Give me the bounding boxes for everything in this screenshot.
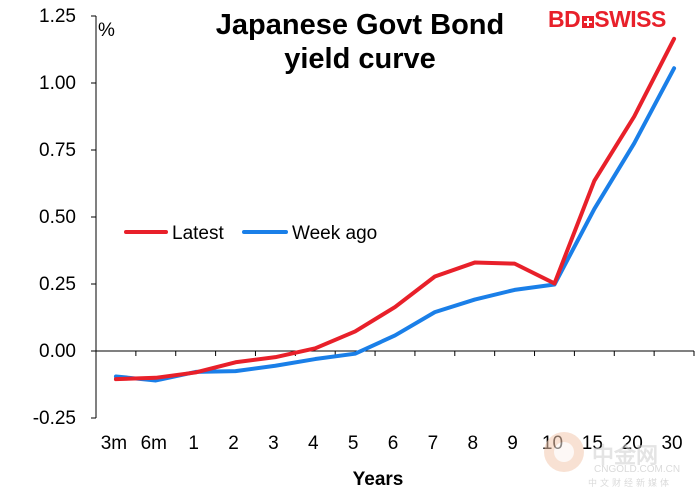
y-tick-label: -0.25 [33,408,76,429]
y-tick-label: 0.25 [39,274,76,295]
series-line-week-ago [113,66,677,383]
y-axis-unit-label: % [98,20,115,41]
logo-swiss-text: SWISS [594,6,666,32]
x-tick-label: 9 [507,433,518,454]
watermark-domain: CNGOLD.COM.CN [594,464,681,475]
y-tick-label: 0.00 [39,341,76,362]
x-tick-label: 20 [622,433,643,454]
chart-title-line1: Japanese Govt Bond [215,9,505,41]
x-tick-label: 8 [467,433,478,454]
x-tick-label: 7 [428,433,439,454]
x-tick-label: 3 [268,433,279,454]
x-tick-label: 15 [582,433,603,454]
x-tick-label: 6m [141,433,167,454]
x-tick-label: 3m [101,433,127,454]
watermark-text: 中金网 [592,444,659,469]
logo-bd-text: BD [548,6,581,32]
watermark-logo-icon [544,432,584,472]
x-tick-label: 5 [348,433,359,454]
swiss-cross-icon [582,16,595,28]
chart-title-line2: yield curve [284,43,436,75]
x-tick-label: 2 [228,433,239,454]
x-tick-label: 6 [388,433,399,454]
x-tick-label: 1 [188,433,199,454]
y-tick-label: 1.25 [39,6,76,27]
x-tick-label: 30 [661,433,682,454]
y-tick-label: 1.00 [39,73,76,94]
bdswiss-logo: BD SWISS [548,6,666,33]
series-line-latest [113,36,677,382]
x-tick-label: 4 [308,433,319,454]
watermark: 中金网 CNGOLD.COM.CN 中文财经新媒体 [542,430,692,490]
legend-week-ago-label: Week ago [292,223,377,244]
y-tick-label: 0.75 [39,140,76,161]
legend-latest-label: Latest [172,223,224,244]
y-tick-label: 0.50 [39,207,76,228]
x-axis-title: Years [353,469,404,490]
watermark-subtitle: 中文财经新媒体 [588,478,673,488]
chart-title: Japanese Govt Bond yield curve [150,8,570,76]
